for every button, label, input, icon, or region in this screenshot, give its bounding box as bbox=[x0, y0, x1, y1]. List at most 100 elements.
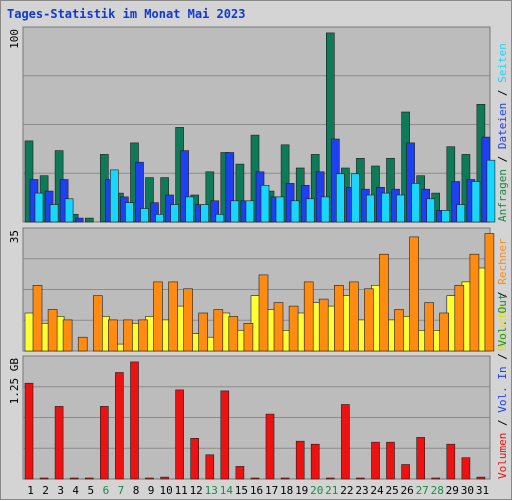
hits-bar-seiten-day-6 bbox=[110, 169, 119, 223]
visits-bar-rechner-day-14 bbox=[228, 316, 239, 352]
legend-visits: Besuche / Rechner bbox=[496, 238, 509, 351]
volume-bar-volumen-day-31 bbox=[476, 476, 486, 480]
day-label-21: 21 bbox=[325, 484, 338, 497]
hits-bar-seiten-day-22 bbox=[351, 173, 360, 223]
visits-bar-rechner-day-17 bbox=[273, 302, 284, 352]
legend-hits-part-3: / bbox=[496, 83, 509, 103]
legend-volume-part-1: / bbox=[496, 413, 509, 433]
legend-hits: Anfragen / Dateien / Seiten bbox=[496, 43, 509, 222]
visits-bar-rechner-day-4 bbox=[77, 336, 88, 352]
day-label-24: 24 bbox=[370, 484, 384, 497]
legend-volume-part-4: Vol. Out bbox=[496, 294, 509, 347]
day-label-17: 17 bbox=[265, 484, 278, 497]
visits-bar-rechner-day-6 bbox=[108, 319, 118, 352]
volume-bar-volumen-day-2 bbox=[39, 477, 49, 480]
day-label-20: 20 bbox=[310, 484, 323, 497]
visits-bar-rechner-day-2 bbox=[47, 309, 58, 352]
visits-bar-rechner-day-1 bbox=[32, 284, 43, 352]
day-label-7: 7 bbox=[118, 484, 125, 497]
day-label-26: 26 bbox=[400, 484, 413, 497]
day-label-29: 29 bbox=[446, 484, 459, 497]
hits-bar-seiten-day-18 bbox=[290, 200, 300, 223]
visits-bar-rechner-day-19 bbox=[303, 281, 314, 352]
visits-bar-rechner-day-8 bbox=[138, 319, 148, 352]
day-label-5: 5 bbox=[87, 484, 94, 497]
hits-bar-seiten-day-16 bbox=[260, 185, 270, 223]
visits-bar-rechner-day-23 bbox=[364, 288, 374, 352]
hits-bar-seiten-day-15 bbox=[245, 200, 255, 223]
day-label-10: 10 bbox=[159, 484, 172, 497]
hits-bar-seiten-day-10 bbox=[170, 204, 179, 223]
day-label-28: 28 bbox=[431, 484, 444, 497]
hits-bar-seiten-day-3 bbox=[64, 198, 74, 223]
volume-bar-volumen-day-28 bbox=[431, 477, 441, 480]
hits-bar-dateien-day-14 bbox=[225, 152, 235, 223]
hits-bar-dateien-day-29 bbox=[451, 181, 461, 223]
hits-bar-seiten-day-12 bbox=[200, 204, 209, 223]
day-label-16: 16 bbox=[250, 484, 263, 497]
hits-bar-seiten-day-28 bbox=[441, 210, 451, 223]
day-label-27: 27 bbox=[416, 484, 429, 497]
hits-bar-seiten-day-14 bbox=[230, 200, 240, 223]
visits-bar-rechner-day-30 bbox=[469, 253, 480, 352]
volume-bar-volumen-day-26 bbox=[401, 464, 410, 480]
day-label-9: 9 bbox=[148, 484, 155, 497]
day-label-13: 13 bbox=[205, 484, 218, 497]
volume-bar-volumen-day-20 bbox=[310, 443, 320, 480]
day-label-15: 15 bbox=[235, 484, 248, 497]
day-label-6: 6 bbox=[103, 484, 110, 497]
visits-bar-rechner-day-25 bbox=[394, 309, 404, 352]
day-label-18: 18 bbox=[280, 484, 293, 497]
volume-bar-volumen-day-19 bbox=[295, 440, 305, 480]
day-label-19: 19 bbox=[295, 484, 308, 497]
day-label-1: 1 bbox=[27, 484, 34, 497]
hits-bar-seiten-day-2 bbox=[49, 204, 59, 223]
hits-bar-anfragen-day-5 bbox=[85, 217, 94, 223]
hits-bar-anfragen-day-15 bbox=[235, 163, 245, 223]
volume-bar-volumen-day-16 bbox=[250, 477, 260, 480]
visits-bar-rechner-day-5 bbox=[93, 295, 103, 352]
hits-bar-seiten-day-27 bbox=[426, 198, 436, 223]
legend-hits-part-4: Seiten bbox=[496, 43, 509, 83]
visits-bar-rechner-day-21 bbox=[333, 284, 344, 352]
day-label-11: 11 bbox=[175, 484, 188, 497]
volume-bar-volumen-day-14 bbox=[220, 390, 230, 480]
visits-bar-rechner-day-10 bbox=[168, 281, 178, 352]
legend-volume-part-0: Volumen bbox=[496, 433, 509, 479]
visits-bar-rechner-day-18 bbox=[288, 305, 299, 352]
hits-bar-anfragen-day-21 bbox=[325, 32, 335, 223]
hits-bar-seiten-day-21 bbox=[335, 173, 345, 223]
hits-bar-seiten-day-7 bbox=[125, 202, 134, 223]
hits-bar-dateien-day-9 bbox=[150, 202, 159, 223]
hits-bar-anfragen-day-9 bbox=[145, 177, 154, 223]
volume-bar-volumen-day-13 bbox=[205, 454, 215, 480]
hits-bar-seiten-day-31 bbox=[486, 159, 496, 223]
hits-bar-seiten-day-17 bbox=[275, 196, 285, 223]
day-label-8: 8 bbox=[133, 484, 140, 497]
day-label-30: 30 bbox=[461, 484, 474, 497]
day-label-4: 4 bbox=[72, 484, 79, 497]
legend-hits-part-2: Dateien bbox=[496, 103, 509, 149]
volume-bar-volumen-day-24 bbox=[371, 441, 380, 480]
legend-hits-part-0: Anfragen bbox=[496, 169, 509, 222]
volume-bar-volumen-day-17 bbox=[265, 413, 275, 480]
volume-bar-volumen-day-3 bbox=[54, 406, 64, 480]
volume-bar-volumen-day-18 bbox=[280, 477, 290, 480]
volume-bar-volumen-day-12 bbox=[190, 437, 199, 480]
visits-bar-rechner-day-7 bbox=[123, 319, 133, 352]
volume-bar-volumen-day-8 bbox=[130, 361, 139, 480]
hits-bar-seiten-day-23 bbox=[366, 194, 375, 223]
volume-bar-volumen-day-4 bbox=[69, 477, 79, 480]
volume-bar-volumen-day-6 bbox=[100, 406, 109, 480]
day-label-31: 31 bbox=[476, 484, 489, 497]
hits-bar-seiten-day-13 bbox=[215, 214, 225, 223]
visits-bar-besuche-day-1 bbox=[24, 312, 35, 352]
visits-bar-rechner-day-16 bbox=[258, 274, 269, 352]
legend-volume: Volumen / Vol. In / Vol. Out bbox=[496, 294, 509, 479]
hits-max-label: 100 bbox=[8, 29, 21, 49]
visits-bar-rechner-day-20 bbox=[318, 298, 329, 352]
visits-bar-rechner-day-26 bbox=[409, 236, 419, 352]
hits-bar-seiten-day-24 bbox=[381, 192, 390, 223]
